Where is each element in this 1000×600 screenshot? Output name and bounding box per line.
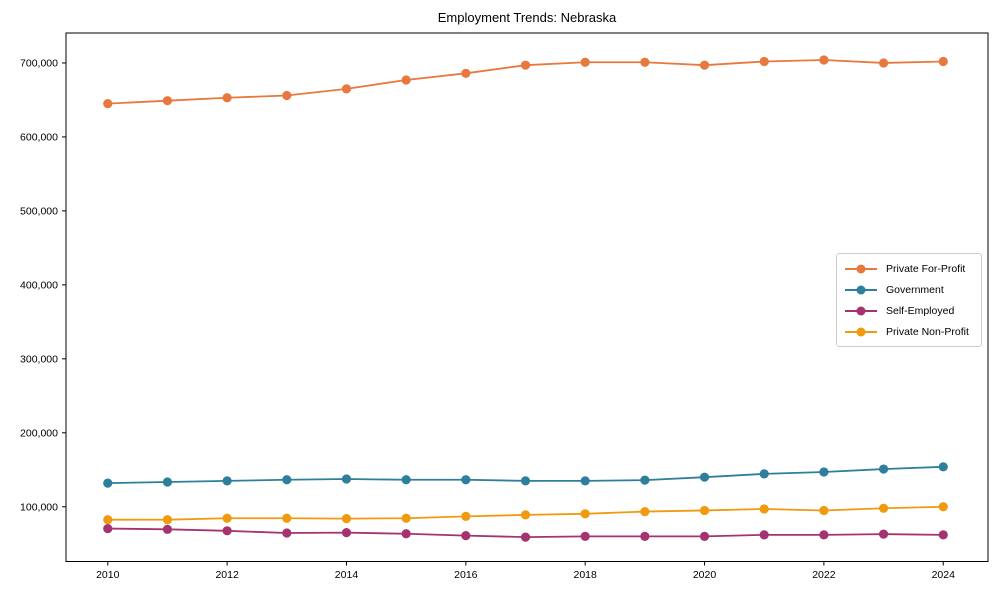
series-marker-self-employed xyxy=(222,526,232,536)
series-marker-self-employed xyxy=(520,532,531,542)
y-axis-tick-label: 100,000 xyxy=(20,501,58,513)
legend-item: Private Non-Profit xyxy=(845,325,975,339)
series-marker-self-employed xyxy=(341,528,352,538)
series-marker-private-for-profit xyxy=(341,84,352,94)
series-marker-private-non-profit xyxy=(162,515,173,525)
series-marker-private-for-profit xyxy=(162,96,173,106)
series-marker-private-for-profit xyxy=(878,58,889,68)
series-marker-private-for-profit xyxy=(520,60,531,70)
legend-swatch-line xyxy=(845,327,877,336)
series-marker-self-employed xyxy=(819,530,829,540)
series-marker-self-employed xyxy=(878,529,889,539)
series-marker-government xyxy=(103,478,113,488)
series-marker-government xyxy=(819,467,829,477)
x-axis-tick-label: 2014 xyxy=(335,569,359,581)
series-marker-self-employed xyxy=(103,523,113,534)
series-marker-private-non-profit xyxy=(580,509,590,519)
legend-swatch-marker xyxy=(856,285,866,294)
series-marker-government xyxy=(640,475,650,485)
series-marker-private-for-profit xyxy=(580,57,590,67)
series-marker-government xyxy=(222,476,232,486)
legend-label: Private For-Profit xyxy=(886,262,966,275)
series-marker-private-for-profit xyxy=(103,99,113,109)
series-marker-private-for-profit xyxy=(461,68,471,78)
legend: Private For-Profit Government Self-Emplo… xyxy=(836,253,982,347)
y-axis-tick-label: 600,000 xyxy=(20,131,58,143)
series-marker-private-non-profit xyxy=(759,504,769,514)
series-marker-private-for-profit xyxy=(401,75,411,85)
series-marker-private-for-profit xyxy=(938,56,948,67)
legend-swatch-line xyxy=(845,285,877,294)
series-marker-government xyxy=(461,475,471,485)
series-marker-self-employed xyxy=(759,530,769,540)
x-axis-tick-label: 2016 xyxy=(454,569,478,581)
x-axis-tick-label: 2018 xyxy=(574,569,598,581)
series-marker-private-for-profit xyxy=(640,57,650,67)
series-marker-private-non-profit xyxy=(878,503,889,513)
legend-label: Private Non-Profit xyxy=(886,325,969,338)
series-marker-private-non-profit xyxy=(520,510,531,520)
series-marker-self-employed xyxy=(401,529,411,539)
y-axis-tick-label: 200,000 xyxy=(20,427,58,439)
y-axis-tick-label: 700,000 xyxy=(20,57,58,69)
series-marker-private-non-profit xyxy=(938,502,948,512)
legend-label: Government xyxy=(886,283,944,296)
series-marker-government xyxy=(759,469,769,479)
y-axis-tick-label: 500,000 xyxy=(20,205,58,217)
x-axis-tick-label: 2010 xyxy=(96,569,120,581)
series-marker-private-non-profit xyxy=(222,513,232,523)
legend-item: Self-Employed xyxy=(845,304,975,318)
series-marker-private-for-profit xyxy=(699,60,710,70)
series-marker-government xyxy=(938,462,948,472)
series-marker-private-non-profit xyxy=(341,513,352,524)
legend-item: Private For-Profit xyxy=(845,262,975,276)
series-marker-self-employed xyxy=(282,528,292,538)
series-marker-private-for-profit xyxy=(759,56,769,67)
series-marker-self-employed xyxy=(461,531,471,541)
series-marker-government xyxy=(401,475,411,485)
x-axis-tick-label: 2022 xyxy=(812,569,836,581)
series-marker-government xyxy=(520,476,531,486)
series-marker-self-employed xyxy=(162,524,173,534)
y-axis-tick-label: 400,000 xyxy=(20,279,58,291)
series-marker-government xyxy=(341,474,352,484)
legend-label: Self-Employed xyxy=(886,304,955,317)
series-marker-self-employed xyxy=(640,531,650,541)
series-marker-government xyxy=(699,472,710,482)
series-marker-government xyxy=(162,477,173,487)
series-marker-private-non-profit xyxy=(819,505,829,516)
series-marker-government xyxy=(282,475,292,485)
series-marker-government xyxy=(878,464,889,474)
series-marker-private-for-profit xyxy=(819,55,829,65)
series-marker-self-employed xyxy=(580,531,590,541)
chart-title: Employment Trends: Nebraska xyxy=(437,10,617,25)
legend-swatch-marker xyxy=(856,306,866,315)
legend-swatch-line xyxy=(845,306,877,315)
series-marker-self-employed xyxy=(938,530,948,540)
legend-item: Government xyxy=(845,283,975,297)
series-marker-private-non-profit xyxy=(401,513,411,523)
x-axis-tick-label: 2020 xyxy=(693,569,717,581)
x-axis-tick-label: 2012 xyxy=(215,569,239,581)
series-marker-private-non-profit xyxy=(461,511,471,521)
series-marker-private-for-profit xyxy=(222,93,232,103)
x-axis-tick-label: 2024 xyxy=(932,569,956,581)
series-marker-self-employed xyxy=(699,531,710,541)
y-axis-tick-label: 300,000 xyxy=(20,353,58,365)
series-marker-private-non-profit xyxy=(282,513,292,523)
legend-swatch-marker xyxy=(856,264,866,273)
plot-border xyxy=(65,32,989,562)
series-marker-government xyxy=(580,476,590,486)
series-marker-private-for-profit xyxy=(282,90,292,101)
legend-swatch-line xyxy=(845,264,877,273)
series-marker-private-non-profit xyxy=(103,515,113,525)
series-marker-private-non-profit xyxy=(699,505,710,516)
series-marker-private-non-profit xyxy=(640,506,650,517)
legend-swatch-marker xyxy=(856,327,866,336)
